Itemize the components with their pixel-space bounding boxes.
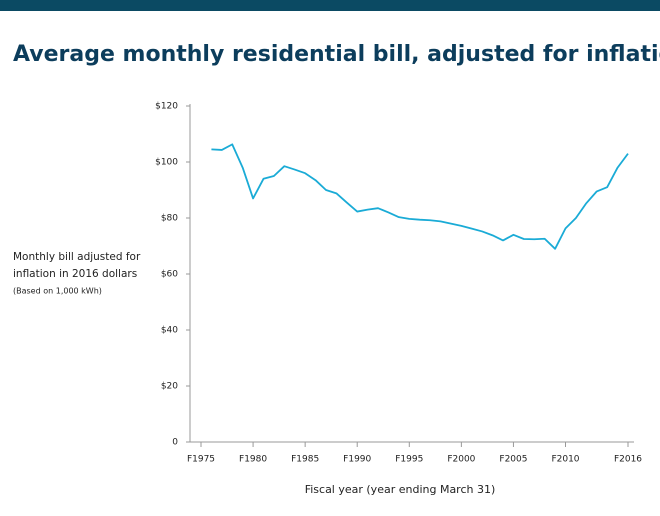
x-tick-label: F1975 — [187, 455, 215, 465]
data-line — [211, 143, 629, 250]
y-axis-label: (Based on 1,000 kWh) — [13, 287, 102, 296]
x-axis-label: Fiscal year (year ending March 31) — [305, 483, 496, 496]
x-tick-label: F2005 — [499, 455, 527, 465]
y-tick-label: $60 — [161, 270, 178, 280]
x-tick-label: F1985 — [291, 455, 319, 465]
y-tick-label: $20 — [161, 382, 178, 392]
x-tick-label: F1980 — [239, 455, 267, 465]
y-tick-label: $120 — [155, 102, 178, 112]
x-tick-label: F2000 — [447, 455, 475, 465]
top-bar — [0, 0, 660, 11]
y-axis-label: inflation in 2016 dollars — [13, 268, 137, 280]
x-tick-label: F2010 — [551, 455, 579, 465]
y-tick-label: $100 — [155, 158, 178, 168]
x-tick-label: F1995 — [395, 455, 423, 465]
chart-title: Average monthly residential bill, adjust… — [13, 42, 660, 67]
y-axis-label: Monthly bill adjusted for — [13, 251, 141, 263]
y-tick-label: 0 — [172, 438, 178, 448]
y-tick-label: $40 — [161, 326, 178, 336]
x-tick-label: F2016 — [614, 455, 642, 465]
x-tick-label: F1990 — [343, 455, 371, 465]
y-tick-label: $80 — [161, 214, 178, 224]
